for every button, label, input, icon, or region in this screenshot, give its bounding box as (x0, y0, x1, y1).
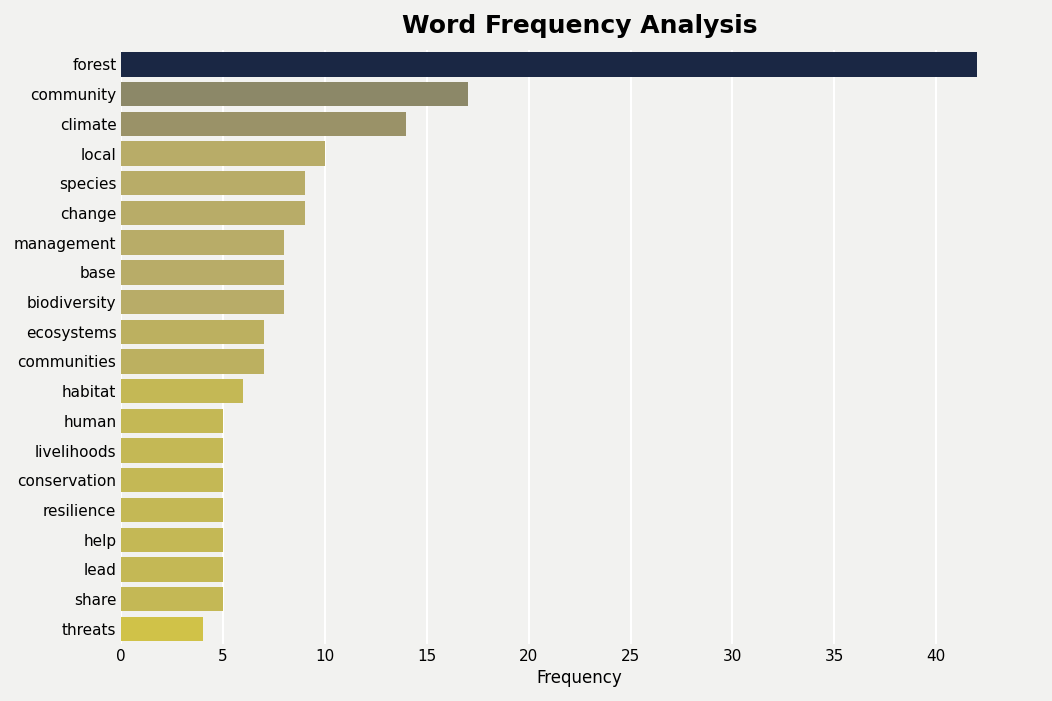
Bar (121, 409, 223, 433)
Bar (121, 290, 284, 314)
Bar (121, 111, 406, 136)
Bar (121, 528, 223, 552)
Bar (121, 260, 284, 285)
Bar (121, 171, 305, 196)
Bar (121, 468, 223, 493)
Bar (121, 587, 223, 611)
Bar (121, 231, 284, 255)
Bar (121, 379, 243, 403)
Bar (121, 82, 468, 107)
Title: Word Frequency Analysis: Word Frequency Analysis (402, 14, 757, 38)
Bar (121, 349, 264, 374)
Bar (121, 498, 223, 522)
Bar (121, 320, 264, 344)
Bar (121, 617, 203, 641)
Bar (121, 438, 223, 463)
X-axis label: Frequency: Frequency (537, 669, 623, 687)
Bar (121, 142, 325, 165)
Bar (121, 53, 977, 76)
Bar (121, 557, 223, 582)
Bar (121, 200, 305, 225)
